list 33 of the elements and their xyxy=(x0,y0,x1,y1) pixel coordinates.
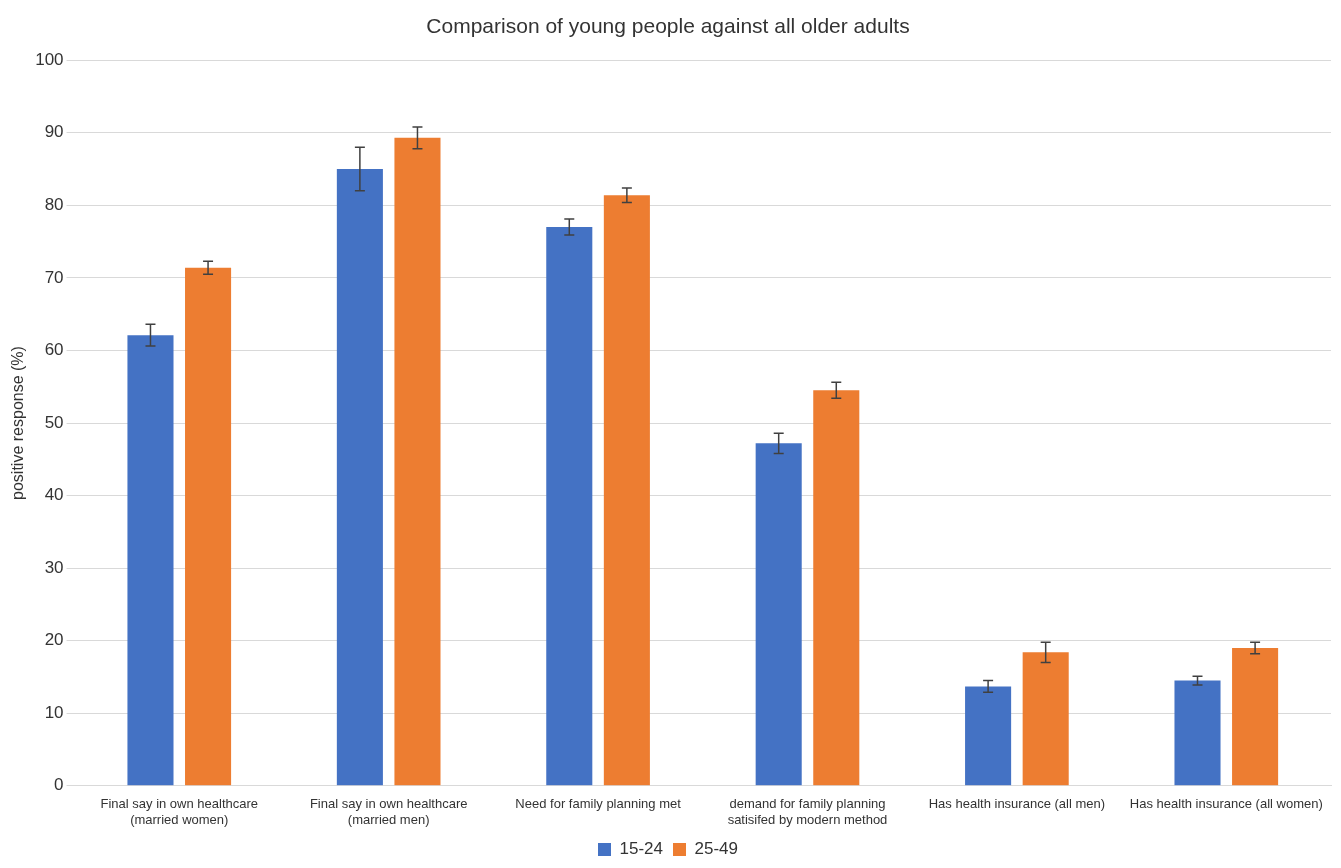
chart-title: Comparison of young people against all older adults xyxy=(426,14,910,38)
y-tick-label: 10 xyxy=(44,702,64,722)
y-tick-label: 50 xyxy=(44,412,64,432)
x-tick-label: Has health insurance (all women) xyxy=(1129,796,1323,812)
bar xyxy=(1022,652,1069,786)
bar xyxy=(1174,680,1221,786)
y-axis-title: positive response (%) xyxy=(9,346,27,500)
y-tick-label: 100 xyxy=(35,49,64,69)
x-tick-label: demand for family planning satisifed by modern method xyxy=(727,796,888,827)
bar xyxy=(603,195,650,786)
y-tick-label: 0 xyxy=(54,775,64,795)
bar xyxy=(1232,647,1279,786)
x-tick-label: Need for family planning met xyxy=(515,796,682,812)
y-tick-label: 40 xyxy=(44,485,64,505)
bar xyxy=(127,335,174,786)
bar xyxy=(394,137,441,786)
x-tick-label: Has health insurance (all men) xyxy=(928,796,1106,812)
y-tick-label: 60 xyxy=(44,340,64,360)
bar xyxy=(813,390,860,786)
bar xyxy=(755,443,802,786)
bar xyxy=(965,686,1012,786)
bar xyxy=(185,267,232,786)
x-tick-label: Final say in own healthcare (married women) xyxy=(100,796,259,827)
x-tick-label: Final say in own healthcare (married men) xyxy=(309,796,468,827)
y-tick-label: 70 xyxy=(44,267,64,287)
y-tick-label: 30 xyxy=(44,557,64,577)
bar xyxy=(546,227,593,786)
y-tick-label: 80 xyxy=(44,195,64,215)
y-tick-label: 20 xyxy=(44,630,64,650)
y-tick-label: 90 xyxy=(44,122,64,142)
legend-label: 25-49 xyxy=(694,839,738,859)
legend-label: 15-24 xyxy=(619,839,663,859)
bar xyxy=(336,169,383,786)
